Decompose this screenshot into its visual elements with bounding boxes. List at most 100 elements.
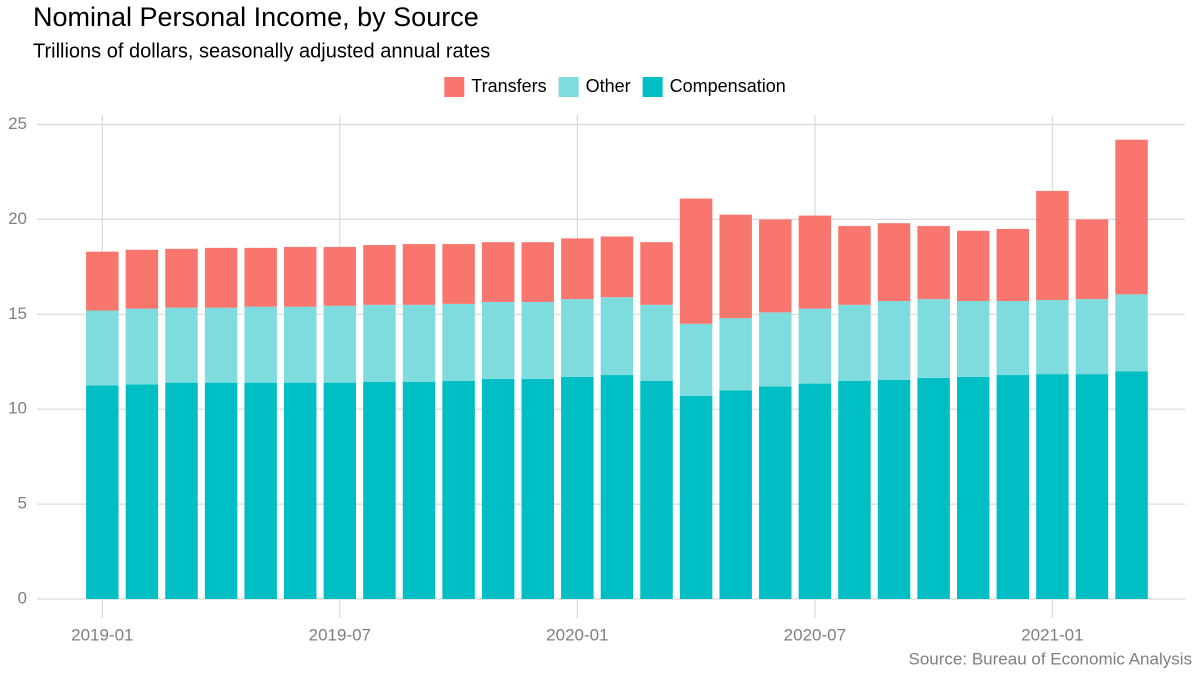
bar-segment (521, 378, 554, 600)
bar-segment (996, 375, 1030, 600)
bar-segment (1036, 374, 1069, 600)
bar-segment (521, 301, 554, 379)
legend-swatch (642, 77, 663, 97)
bar-segment (1075, 374, 1109, 600)
bar-segment (125, 249, 159, 309)
bar-segment (363, 381, 396, 600)
bar-segment (402, 381, 436, 600)
bar-segment (759, 386, 792, 600)
y-tick-label: 20 (8, 209, 27, 228)
bar-segment (838, 226, 871, 305)
bar-segment (877, 223, 911, 302)
bar-segment (86, 251, 119, 311)
bar-segment (481, 301, 515, 379)
bar-segment (640, 242, 673, 305)
bar-segment (640, 380, 673, 600)
bar-segment (759, 312, 792, 387)
bar-segment (679, 198, 713, 324)
bar-segment (442, 244, 475, 304)
bar-segment (917, 377, 950, 600)
bar-segment (600, 297, 634, 376)
y-tick-label: 15 (8, 304, 27, 323)
y-tick-label: 25 (8, 114, 27, 133)
bar-segment (521, 242, 554, 302)
bar-segment (759, 219, 792, 313)
bar-segment (719, 318, 752, 391)
bar-segment (402, 244, 436, 305)
bar-segment (442, 380, 475, 600)
x-tick-label: 2020-01 (546, 625, 608, 644)
bar-segment (877, 379, 911, 600)
legend-label: Compensation (670, 76, 786, 96)
bar-segment (600, 236, 634, 298)
bar-segment (323, 382, 357, 600)
bar-segment (402, 304, 436, 382)
bar-segment (561, 238, 594, 300)
bar-segment (204, 307, 238, 383)
x-tick-label: 2020-07 (784, 625, 846, 644)
bar-segment (798, 215, 832, 309)
bar-segment (679, 395, 713, 600)
bar-segment (125, 308, 159, 385)
bar-segment (284, 306, 317, 383)
bar-segment (719, 390, 752, 600)
bar-segment (679, 323, 713, 396)
bar-segment (165, 382, 198, 600)
y-tick-label: 5 (18, 494, 27, 513)
bar-segment (838, 304, 871, 381)
chart-subtitle: Trillions of dollars, seasonally adjuste… (33, 40, 490, 62)
bar-segment (363, 304, 396, 382)
x-tick-label: 2021-01 (1021, 625, 1083, 644)
bar-segment (204, 247, 238, 308)
bar-segment (1115, 371, 1148, 600)
bar-segment (838, 380, 871, 600)
bar-segment (481, 242, 515, 302)
x-tick-label: 2019-07 (309, 625, 371, 644)
bar-segment (284, 382, 317, 600)
bar-segment (1036, 300, 1069, 375)
bar-segment (917, 226, 950, 300)
bar-segment (1115, 139, 1148, 295)
legend-swatch (444, 77, 465, 97)
legend-label: Transfers (471, 76, 546, 96)
bar-segment (877, 301, 911, 380)
bar-segment (1075, 299, 1109, 375)
bar-segment (1115, 294, 1148, 372)
bar-segment (956, 230, 990, 302)
y-tick-label: 10 (8, 399, 27, 418)
bar-segment (996, 228, 1030, 302)
bar-segment (86, 310, 119, 386)
bar-segment (284, 246, 317, 307)
bar-segment (719, 214, 752, 319)
legend-label: Other (586, 76, 631, 96)
bar-segment (323, 246, 357, 306)
bar-segment (798, 383, 832, 600)
bar-segment (244, 247, 277, 307)
caption: Source: Bureau of Economic Analysis (909, 649, 1192, 668)
bar-segment (917, 299, 950, 378)
bar-segment (363, 245, 396, 305)
bar-segment (600, 375, 634, 600)
bar-segment (561, 376, 594, 600)
bar-segment (442, 303, 475, 381)
bar-segment (165, 307, 198, 383)
x-tick-label: 2019-01 (71, 625, 133, 644)
bar-segment (165, 248, 198, 308)
bar-segment (956, 376, 990, 600)
bar-segment (996, 301, 1030, 376)
bar-segment (956, 301, 990, 377)
y-tick-label: 0 (18, 589, 27, 608)
bar-segment (323, 305, 357, 383)
bar-segment (86, 385, 119, 600)
chart-title: Nominal Personal Income, by Source (33, 2, 479, 32)
legend-swatch (558, 77, 579, 97)
bar-segment (1075, 219, 1109, 300)
bar-segment (244, 306, 277, 383)
bar-segment (561, 299, 594, 377)
bar-segment (798, 308, 832, 384)
bar-segment (125, 384, 159, 600)
bar-segment (481, 378, 515, 600)
bar-segment (244, 382, 277, 600)
